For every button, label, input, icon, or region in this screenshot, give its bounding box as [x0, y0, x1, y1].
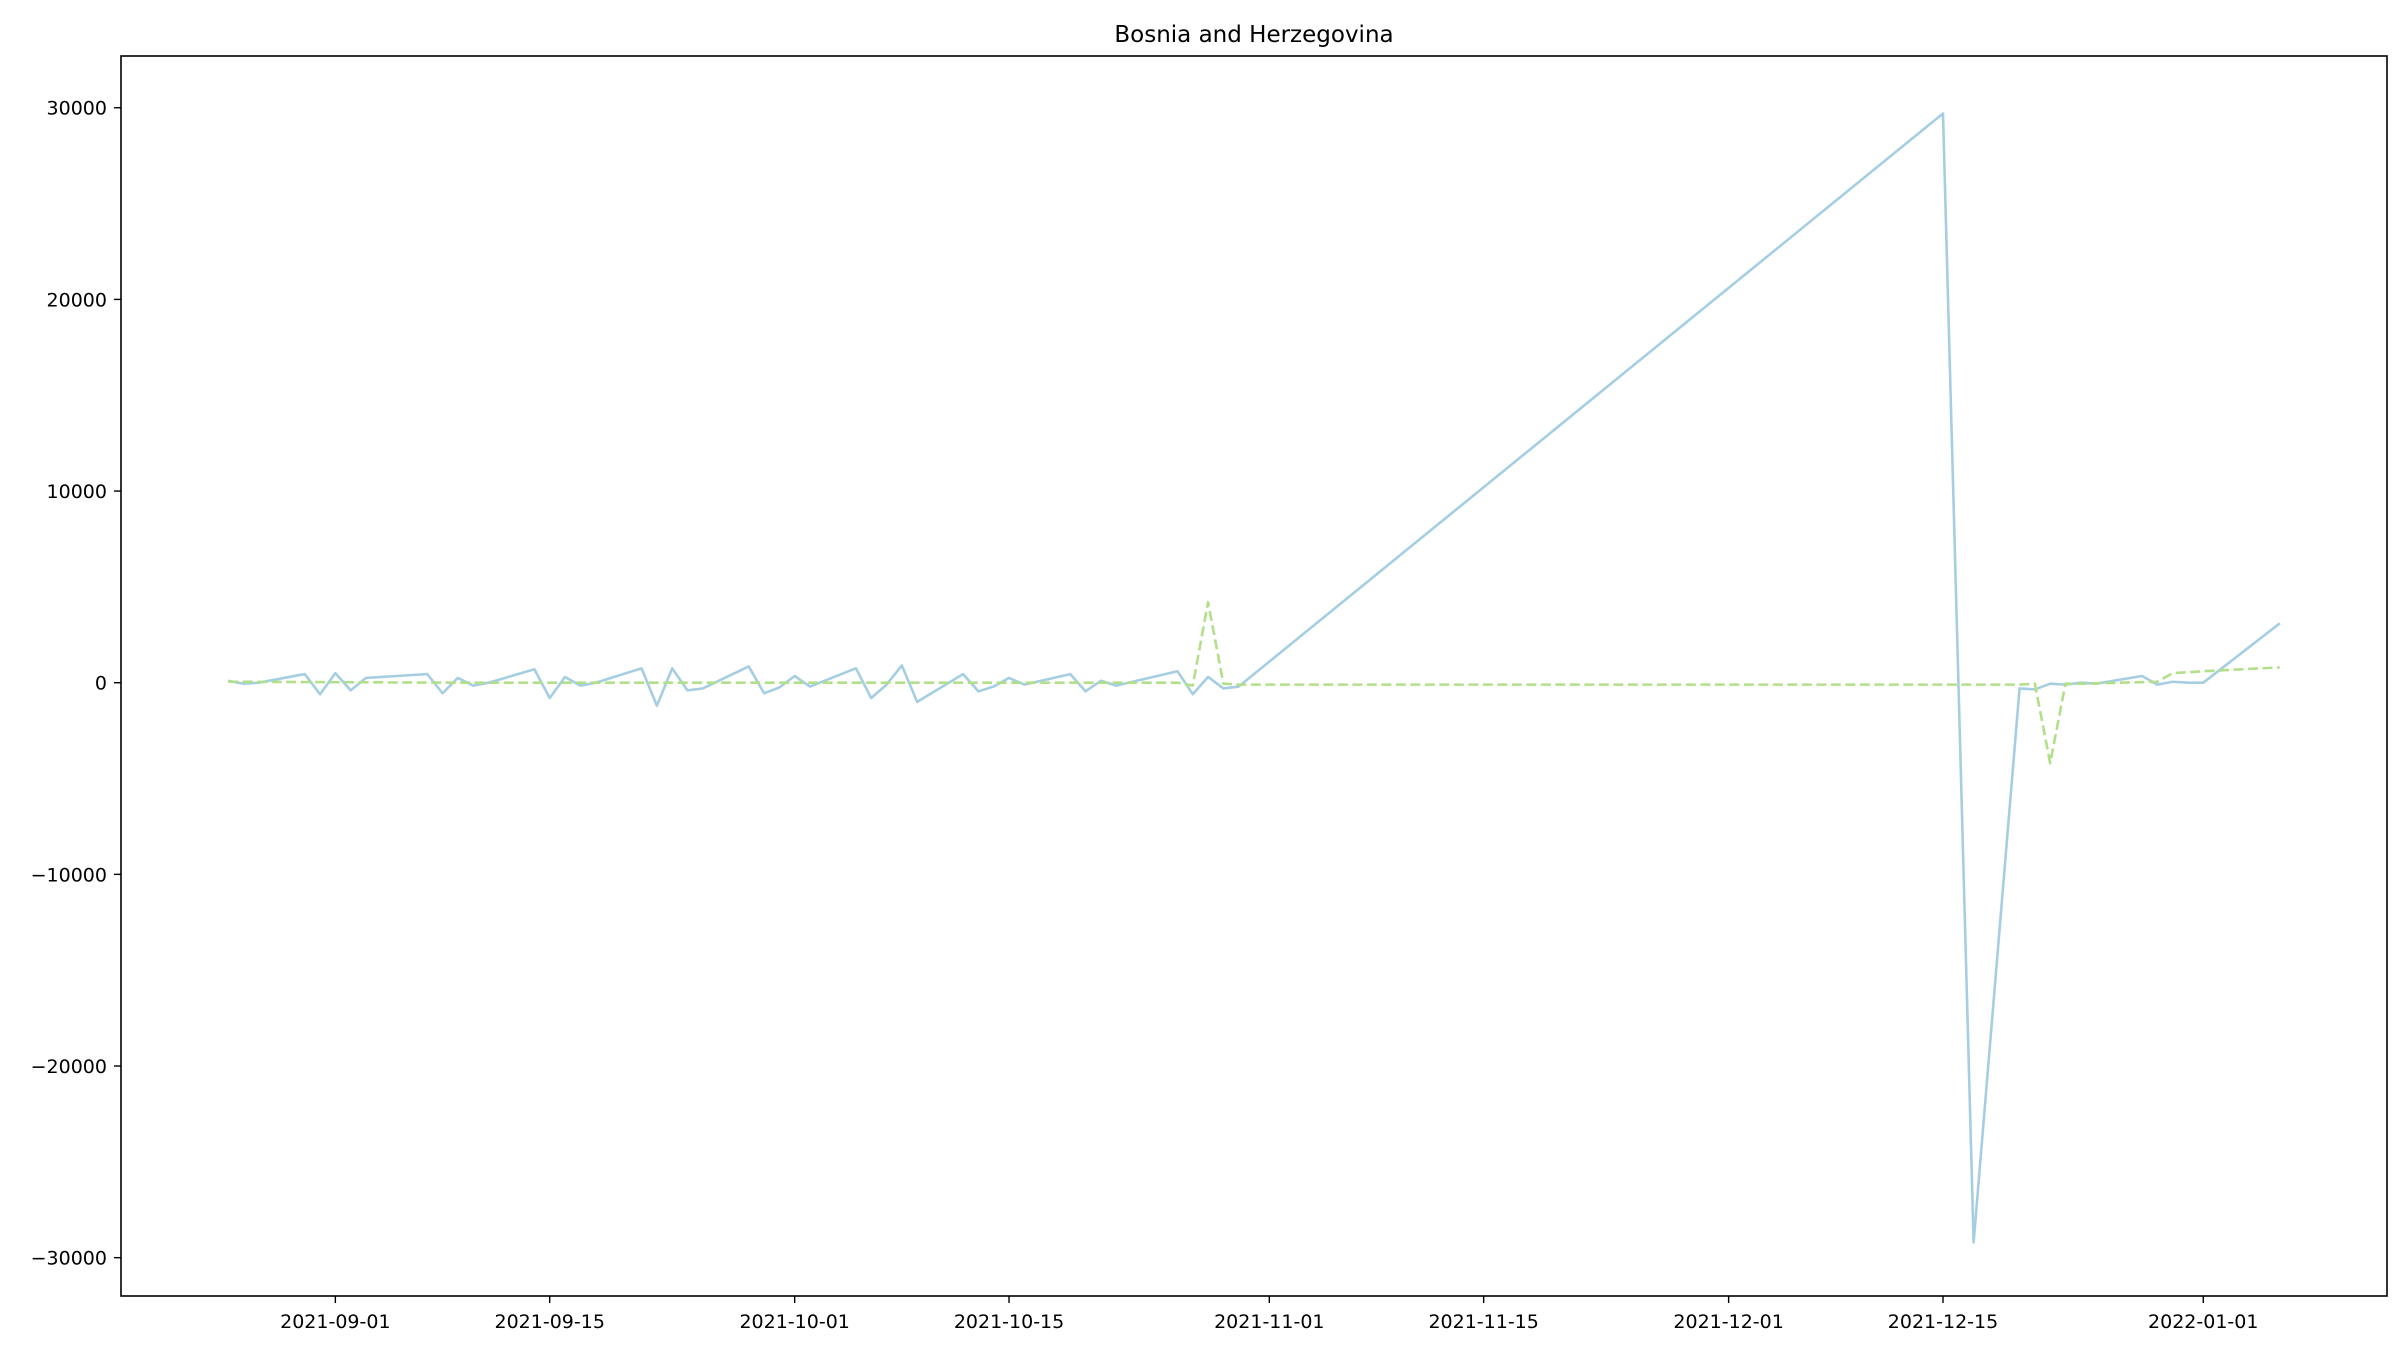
plot-frame	[120, 55, 2388, 1297]
x-axis: 2021-09-01 2021-09-15 2021-10-01 2021-10-15…	[280, 1296, 2258, 1333]
x-tick-label: 2022-01-01	[2148, 1311, 2258, 1333]
series-line-2	[228, 600, 2280, 765]
y-tick-label: 30000	[47, 98, 107, 120]
y-tick-label: −10000	[31, 864, 107, 886]
x-tick-label: 2021-12-15	[1888, 1311, 1998, 1333]
x-tick-label: 2021-10-01	[739, 1311, 849, 1333]
series-line-1	[227, 112, 2281, 1244]
series-layer	[227, 112, 2281, 1244]
y-tick-label: −20000	[31, 1056, 107, 1078]
y-tick-label: 0	[95, 673, 107, 695]
x-tick-label: 2021-11-01	[1214, 1311, 1324, 1333]
y-tick-label: −30000	[31, 1248, 107, 1270]
chart-title: Bosnia and Herzegovina	[1114, 22, 1393, 48]
y-tick-label: 10000	[47, 481, 107, 503]
x-tick-label: 2021-09-01	[280, 1311, 390, 1333]
x-tick-label: 2021-11-15	[1428, 1311, 1538, 1333]
y-axis: −30000 −20000 −10000 0 10000 20000 30000	[31, 98, 121, 1270]
x-tick-label: 2021-12-01	[1673, 1311, 1783, 1333]
y-tick-label: 20000	[47, 289, 107, 311]
x-tick-label: 2021-09-15	[494, 1311, 604, 1333]
x-tick-label: 2021-10-15	[954, 1311, 1064, 1333]
